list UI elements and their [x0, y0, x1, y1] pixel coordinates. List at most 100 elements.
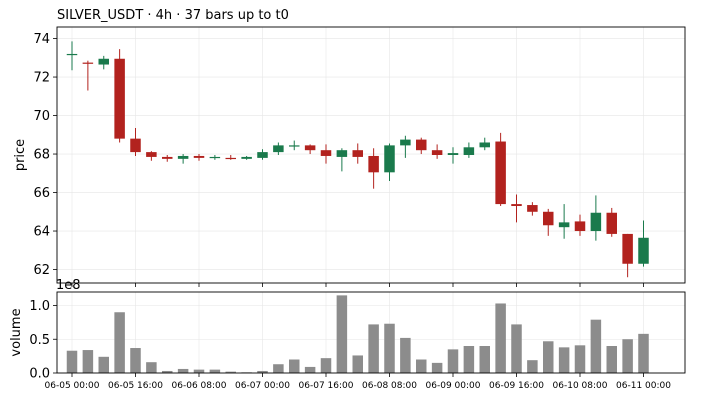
x-tick-label: 06-07 16:00 — [299, 381, 354, 391]
volume-x-ticks: 06-05 00:00 06-05 16:00 06-06 08:00 06-07 0… — [45, 373, 671, 391]
volume-bar — [209, 369, 221, 373]
price-y-tick-label: 70 — [33, 109, 50, 124]
candle-down — [304, 144, 316, 155]
volume-bar — [400, 337, 411, 373]
candle-body — [289, 145, 300, 147]
candle-down — [416, 137, 427, 155]
candle-body — [82, 62, 94, 64]
candle-body — [574, 221, 586, 232]
candle-down — [606, 207, 617, 237]
candle-body — [98, 58, 109, 65]
candle-down — [114, 49, 125, 143]
price-y-tick-label: 64 — [33, 225, 50, 240]
volume-bar — [590, 319, 602, 373]
candle-body — [162, 156, 173, 159]
candle-body — [368, 155, 379, 173]
price-panel: 62 64 66 68 70 72 74 price — [13, 26, 686, 287]
price-y-tick-label: 62 — [33, 263, 50, 278]
candle-up — [66, 41, 78, 71]
volume-bar — [527, 360, 538, 373]
candle-up — [400, 135, 411, 158]
volume-bar — [511, 324, 522, 373]
volume-bar — [574, 345, 586, 373]
volume-bar — [114, 312, 125, 373]
volume-bar — [177, 368, 189, 373]
candle-down — [574, 214, 586, 236]
price-y-ticks: 62 64 66 68 70 72 74 — [33, 32, 57, 278]
volume-bar — [146, 362, 157, 373]
candle-up — [273, 142, 284, 155]
volume-bar — [66, 350, 78, 373]
candle-up — [638, 220, 649, 267]
candle-body — [590, 212, 602, 232]
candle-body — [495, 141, 506, 205]
candle-down — [82, 60, 94, 91]
candle-down — [225, 155, 236, 160]
candle-body — [606, 212, 617, 234]
volume-bar — [495, 303, 506, 373]
volume-bar — [193, 369, 205, 373]
candle-body — [416, 139, 427, 151]
candle-up — [209, 155, 221, 160]
volume-bar — [606, 346, 617, 373]
candle-up — [289, 140, 300, 151]
candle-body — [400, 139, 411, 146]
candle-body — [543, 211, 554, 226]
x-tick-label: 06-09 00:00 — [426, 381, 481, 391]
candle-up — [384, 143, 395, 181]
volume-y-tick-label: 0.0 — [29, 367, 50, 382]
price-y-tick-label: 74 — [33, 32, 50, 47]
candle-body — [431, 150, 443, 155]
candle-body — [225, 157, 236, 160]
candle-body — [638, 237, 649, 264]
candles — [66, 41, 649, 278]
volume-bar — [82, 350, 94, 373]
candle-down — [162, 155, 173, 162]
volume-panel-frame — [56, 291, 686, 374]
x-tick-label: 06-06 08:00 — [172, 381, 227, 391]
price-panel-frame — [56, 26, 686, 284]
volume-bar — [320, 358, 332, 373]
volume-bar — [257, 370, 268, 373]
candle-down — [622, 233, 633, 278]
price-y-tick-label: 66 — [33, 186, 50, 201]
volume-bar — [368, 324, 379, 373]
candle-body — [114, 58, 125, 139]
candle-down — [431, 144, 443, 159]
x-tick-label: 06-10 08:00 — [553, 381, 608, 391]
candle-up — [241, 155, 252, 160]
candle-body — [511, 204, 522, 207]
candle-body — [336, 150, 348, 157]
volume-bar — [336, 295, 348, 373]
volume-bar — [543, 341, 554, 373]
volume-scale-label: 1e8 — [56, 278, 81, 293]
volume-axis-label: volume — [9, 308, 24, 356]
candle-down — [527, 202, 538, 216]
candle-body — [177, 155, 189, 159]
volume-bar — [384, 323, 395, 373]
x-tick-label: 06-05 00:00 — [45, 381, 100, 391]
volume-bar — [416, 359, 427, 373]
candle-body — [273, 145, 284, 153]
volume-bar — [162, 370, 173, 373]
candle-up — [177, 154, 189, 164]
candle-down — [495, 132, 506, 207]
volume-bar — [479, 346, 490, 373]
candle-body — [320, 150, 332, 156]
volume-bar — [431, 362, 443, 373]
candle-down — [368, 148, 379, 189]
candle-body — [447, 153, 459, 155]
volume-bar — [447, 349, 459, 373]
candle-body — [463, 147, 475, 155]
x-tick-label: 06-09 16:00 — [489, 381, 544, 391]
candle-body — [352, 150, 363, 157]
candle-down — [130, 128, 141, 156]
candle-body — [257, 152, 268, 158]
volume-bar — [463, 346, 475, 373]
volume-bar — [273, 364, 284, 373]
candle-body — [527, 205, 538, 212]
price-y-tick-label: 72 — [33, 71, 50, 86]
volume-bar — [225, 371, 236, 373]
candle-down — [543, 208, 554, 236]
